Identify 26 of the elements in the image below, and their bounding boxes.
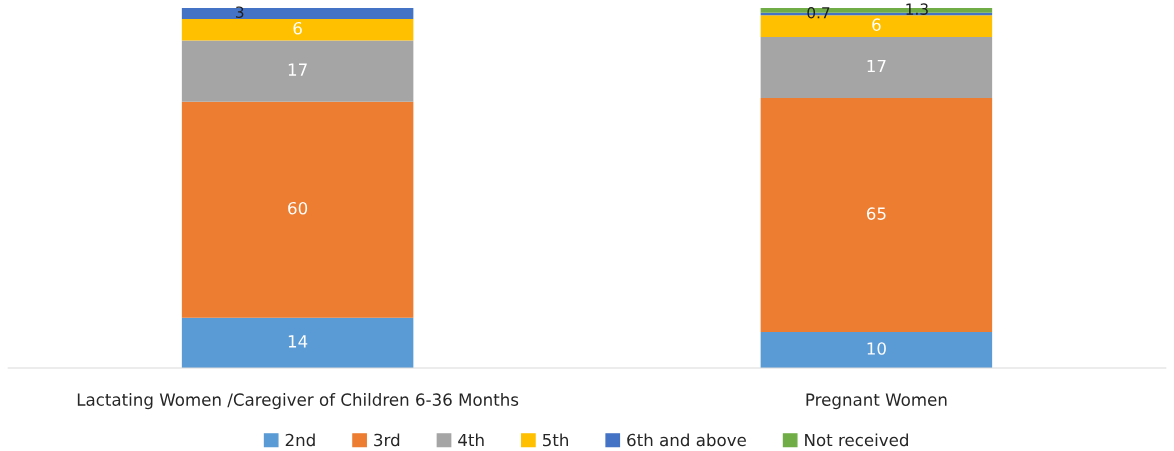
data-label: 65 [866,207,886,220]
bar [760,36,993,99]
legend-label: 2nd [285,433,315,447]
x-tick-label: Lactating Women /Caregiver of Children 6-36 Months [77,393,519,410]
data-label: 3 [236,6,244,18]
legend-label: Not received [805,433,908,447]
bar [181,40,414,102]
data-label: 17 [867,59,886,73]
data-label: 0.7 [807,6,830,19]
bar [181,101,414,318]
legend-label: 3rd [374,433,400,447]
bar [760,332,993,369]
bar [181,317,414,369]
legend-label: 6th and above [627,433,746,447]
bar [760,98,993,333]
bar [181,8,414,19]
data-label: 14 [288,335,308,348]
data-label: 6 [872,18,881,31]
data-label: 60 [288,201,308,215]
data-label: 6 [293,21,302,35]
x-tick-label: Pregnant Women [806,393,947,410]
legend-label: 4th [458,433,484,447]
data-label: 17 [288,63,307,76]
data-label: 10 [867,342,886,355]
bar [181,18,414,41]
legend-label: 5th [542,433,568,447]
